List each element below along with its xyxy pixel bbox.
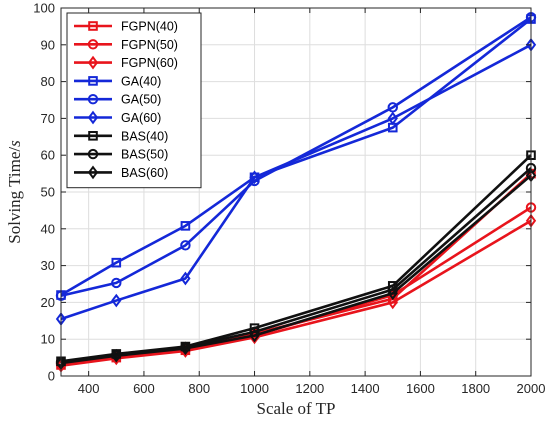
data-point-ga60 [387,111,398,126]
data-point-bas60 [387,286,398,301]
legend-item-fgpn40: FGPN(40) [74,20,178,34]
legend-label: BAS(40) [121,129,168,143]
legend-item-ga40: GA(40) [74,74,161,88]
legend-marker [87,110,99,125]
legend-label: GA(60) [121,111,161,125]
legend-marker [87,94,99,105]
legend-label: BAS(50) [121,148,168,162]
series-line-ga40 [60,18,532,297]
y-tick-label: 0 [48,369,55,384]
legend-label: FGPN(40) [121,20,178,34]
y-axis-label: Solving Time/s [5,140,24,244]
y-tick-label: 40 [41,221,55,236]
y-tick-label: 10 [41,332,55,347]
series-line-ga50 [60,16,532,298]
series-line-ga60 [60,43,532,321]
legend-item-bas60: BAS(60) [74,165,168,180]
y-tick-label: 100 [33,1,55,16]
series-ga50 [55,12,537,301]
data-point-ga60 [180,271,191,286]
x-tick-label: 1800 [461,381,490,396]
legend-label: FGPN(50) [121,38,178,52]
data-point-bas60 [249,328,260,343]
data-point-bas60 [111,348,122,363]
legend-item-fgpn50: FGPN(50) [74,38,178,52]
legend-marker [87,148,99,160]
y-tick-label: 90 [41,37,55,52]
data-point-ga60 [249,170,260,185]
series-layer [55,12,537,373]
y-tick-label: 20 [41,295,55,310]
y-axis-label-main: Solving Time/ [5,147,24,244]
series-line-bas60 [60,174,532,365]
legend-item-ga50: GA(50) [74,93,161,107]
x-tick-label: 1000 [240,381,269,396]
y-tick-label: 80 [41,74,55,89]
data-point-ga50 [180,240,191,251]
series-bas60 [55,168,537,370]
y-tick-label: 50 [41,185,55,200]
data-point-ga40 [180,221,191,231]
legend-marker [88,21,98,31]
x-tick-label: 400 [78,381,100,396]
data-point-fgpn60 [387,295,398,310]
series-line-fgpn60 [60,219,532,367]
legend-item-fgpn60: FGPN(60) [74,55,178,70]
y-axis-label-unit: s [5,140,24,147]
legend-item-ga60: GA(60) [74,110,161,125]
x-tick-label: 800 [188,381,210,396]
legend-item-bas40: BAS(40) [74,129,168,143]
data-point-ga40 [111,257,122,268]
legend-label: FGPN(60) [121,56,178,70]
x-tick-label: 600 [133,381,155,396]
data-point-ga60 [111,293,122,308]
data-point-ga50 [111,277,122,289]
x-tick-label: 1400 [351,381,380,396]
x-tick-label: 1600 [406,381,435,396]
y-tick-label: 30 [41,258,55,273]
legend-marker [87,55,99,70]
legend-marker [88,131,98,141]
legend-item-bas50: BAS(50) [74,148,168,162]
y-tick-label: 70 [41,111,55,126]
axis-ticks: 400 600 800 1000 1200 1400 1600 1800 2000 0 10 20 30… [33,1,545,397]
legend-marker [87,39,99,50]
x-tick-label: 1200 [295,381,324,396]
y-tick-label: 60 [41,148,55,163]
x-tick-label: 2000 [517,381,546,396]
legend: FGPN(40) FGPN(50) FGPN(60) GA(40) GA(50) GA(6… [66,12,202,189]
legend-marker [88,76,98,86]
legend-label: BAS(60) [121,166,168,180]
legend-marker [87,165,99,180]
data-point-bas60 [180,341,191,356]
x-axis-label: Scale of TP [256,399,335,418]
legend-label: GA(50) [121,93,161,107]
legend-label: GA(40) [121,74,161,88]
